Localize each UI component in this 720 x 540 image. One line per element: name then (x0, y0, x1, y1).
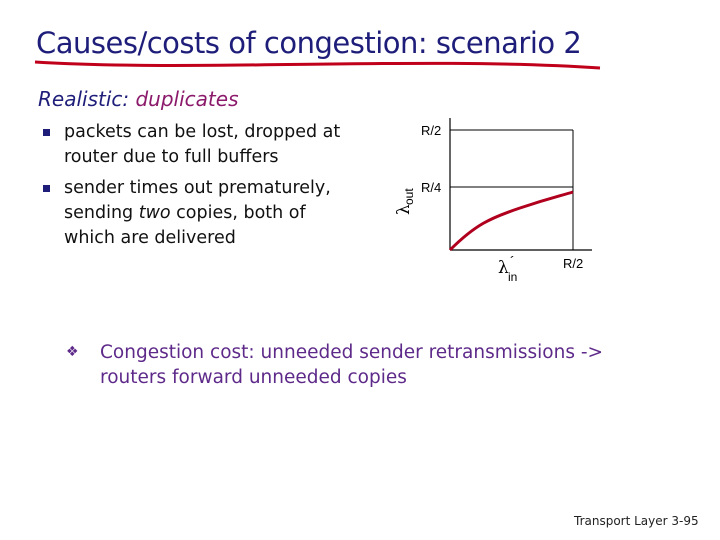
subtitle-highlight: duplicates (135, 87, 239, 111)
bullet-text: copies, both of which are delivered (64, 203, 306, 248)
bullet-text: packets can be lost, dropped at router d… (64, 122, 341, 167)
bullet-emphasis: two (138, 203, 171, 223)
subscript: out (402, 188, 416, 205)
tick-label: R/2 (563, 256, 583, 271)
tick-label: R/2 (421, 123, 441, 138)
bullet-list: packets can be lost, dropped at router d… (40, 120, 360, 257)
subscript: in (508, 270, 517, 284)
footer: Transport Layer 3-95 (574, 514, 699, 528)
note: Congestion cost: unneeded sender retrans… (100, 342, 604, 388)
subtitle-lead: Realistic: (38, 87, 130, 111)
tick-label: R/4 (421, 180, 441, 195)
bullet-text: sender times out prematurely, sending (64, 178, 331, 223)
slide-title: Causes/costs of congestion: scenario 2 (36, 26, 582, 60)
bullet-icon: ❖ (66, 344, 79, 360)
title-underline (34, 60, 601, 70)
throughput-curve (448, 190, 574, 252)
symbol: λ (498, 258, 509, 278)
bullet: sender times out prematurely, sending tw… (40, 176, 360, 251)
symbol: λ (394, 204, 414, 215)
bullet: packets can be lost, dropped at router d… (40, 120, 360, 170)
y-axis-label: λ out (394, 188, 416, 215)
page-number: 3-95 (671, 514, 699, 528)
footer-section: Transport Layer (574, 514, 668, 528)
subtitle: Realistic: duplicates (38, 87, 238, 111)
diagram: R/2 R/4 R/2 λ out λ in ´ (394, 118, 592, 284)
x-axis-label: λ in ´ (498, 253, 517, 284)
prime: ´ (510, 253, 515, 269)
